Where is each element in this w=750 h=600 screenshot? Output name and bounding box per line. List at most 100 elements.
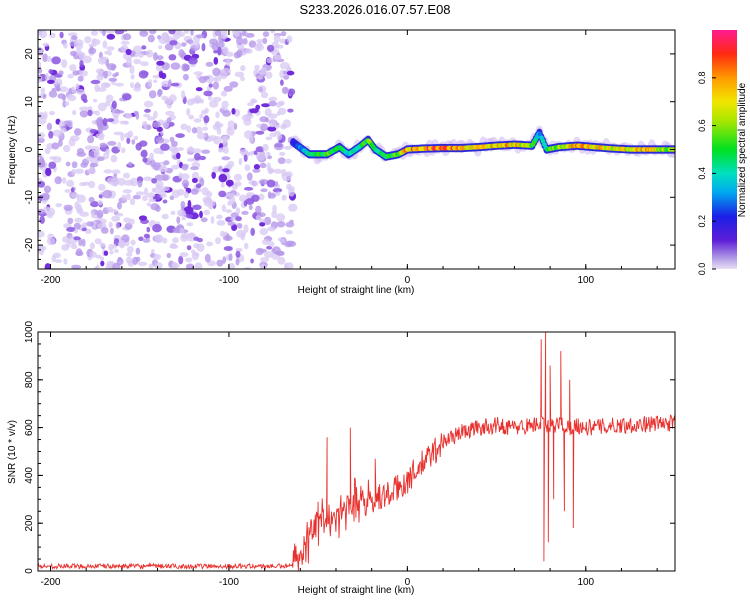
spectrogram-noise-blob	[154, 262, 163, 269]
spectrogram-noise-blob	[105, 94, 114, 103]
spectrogram-noise-blob	[255, 205, 262, 214]
spectrogram-noise-blob	[239, 149, 249, 155]
spectrogram-noise-blob	[160, 186, 166, 193]
spectrogram-noise-blob	[104, 101, 111, 107]
spectrogram-noise-blob	[190, 30, 194, 36]
spectrogram-noise-blob	[154, 234, 164, 244]
spectrogram-noise-blob	[264, 251, 273, 259]
colorbar-tick-label: 0.4	[697, 167, 707, 180]
spectrogram-noise-blob	[114, 110, 125, 114]
spectrogram-noise-blob	[195, 34, 205, 39]
spectrogram-noise-blob	[250, 258, 254, 264]
spectrogram-noise-blob	[108, 77, 118, 82]
spectrogram-noise-blob	[75, 250, 84, 257]
spectrogram-noise-blob	[221, 204, 227, 212]
spectrogram-noise-blob	[85, 156, 94, 162]
spectrogram-noise-blob	[98, 194, 103, 199]
spectrogram-noise-blob	[111, 100, 117, 109]
spectrogram-noise-blob	[190, 188, 199, 195]
colorbar-tick-label: 0.8	[697, 72, 707, 85]
spectrogram-noise-blob	[266, 179, 276, 188]
spectrogram-noise-blob	[216, 259, 224, 267]
spectrogram-noise-blob	[118, 240, 126, 248]
spectrogram-noise-blob	[96, 116, 104, 126]
spectrogram-noise-blob	[131, 139, 136, 145]
spectrogram-noise-blob	[185, 213, 194, 219]
spectrogram-noise-blob	[65, 161, 71, 167]
spectrogram-noise-blob	[226, 127, 235, 136]
spectrogram-noise-blob	[161, 32, 169, 41]
colorbar-ticks: 0.0 0.2 0.4 0.6 0.8	[697, 72, 716, 275]
spectrogram-noise-blob	[157, 35, 162, 40]
spectrogram-noise-blob	[138, 52, 144, 58]
spectrogram-noise-blob	[55, 203, 63, 208]
spectrogram-noise-blob	[166, 252, 171, 259]
spectrogram-y-axis-label: Frequency (Hz)	[7, 116, 18, 185]
spectrogram-noise-blob	[126, 137, 131, 144]
spectrogram-noise-blob	[233, 30, 240, 37]
colorbar-tick-label: 0.2	[697, 215, 707, 228]
spectrogram-noise-blob	[244, 48, 253, 54]
spectrogram-noise-blob	[63, 42, 68, 49]
spectrogram-noise-blob	[285, 230, 293, 235]
spectrogram-noise-blob	[114, 248, 119, 253]
spectrogram-noise-blob	[55, 78, 63, 87]
spectrogram-noise-blob	[82, 98, 88, 103]
spectrogram-noise-blob	[71, 193, 80, 199]
spectrogram-noise-blob	[215, 237, 221, 245]
spectrogram-noise-blob	[140, 61, 149, 67]
spectrogram-noise-blob	[243, 200, 248, 207]
spectrogram-noise-blob	[90, 30, 99, 36]
spectrogram-noise-blob	[235, 207, 241, 215]
spectrogram-noise-blob	[38, 60, 42, 69]
snr-background	[38, 332, 675, 571]
spectrogram-noise-blob	[185, 257, 193, 263]
spectrogram-noise-blob	[38, 180, 46, 188]
spectrogram-noise-blob	[234, 181, 242, 187]
spectrogram-noise-blob	[102, 40, 108, 49]
spectrogram-noise-blob	[96, 87, 107, 92]
spec-x-tick-label: 0	[405, 275, 411, 286]
spectrogram-noise-blob	[103, 169, 113, 174]
spectrogram-noise-blob	[223, 85, 233, 92]
spectrogram-noise-blob	[193, 243, 200, 249]
spectrogram-noise-blob	[96, 209, 104, 219]
spectrogram-noise-blob	[252, 181, 259, 187]
spectrogram-noise-blob	[89, 251, 97, 258]
snr-panel: -200 -100 0 100 0 200 400 600 800 1000 Height of…	[7, 320, 676, 596]
spectrogram-noise-blob	[217, 46, 222, 56]
spectrogram-noise-blob	[38, 208, 46, 215]
spectrogram-noise-blob	[102, 189, 113, 199]
spectrogram-noise-blob	[287, 108, 294, 113]
spectrogram-noise-blob	[139, 140, 148, 147]
spectrogram-noise-blob	[54, 176, 62, 185]
spectrogram-noise-blob	[275, 213, 286, 222]
spectrogram-noise-blob	[261, 103, 271, 108]
spectrogram-noise-blob	[268, 96, 278, 102]
spectrogram-noise-blob	[243, 242, 249, 250]
colorbar-tick-label: 0.6	[697, 119, 707, 132]
snr-y-axis-label: SNR (10 * v/v)	[7, 420, 18, 484]
spectrogram-noise-blob	[267, 226, 276, 232]
spec-y-tick-label: 10	[24, 96, 35, 108]
spectrogram-noise-blob	[117, 177, 126, 186]
spectrogram-noise-blob	[101, 227, 109, 234]
spectrogram-noise-blob	[213, 57, 219, 65]
spectrogram-noise-blob	[74, 39, 84, 47]
spectrogram-noise-blob	[280, 79, 284, 86]
spectrogram-noise-blob	[230, 217, 237, 221]
spectrogram-noise-blob	[273, 130, 281, 135]
spectrogram-noise-blob	[153, 186, 163, 194]
spectrogram-noise-blob	[255, 146, 265, 153]
spectrogram-noise-blob	[39, 215, 45, 224]
spectrogram-noise-blob	[146, 49, 154, 58]
spectrogram-noise-blob	[235, 250, 241, 258]
spectrogram-noise-blob	[114, 30, 125, 35]
spectrogram-noise-blob	[285, 221, 295, 228]
spectrogram-noise-blob	[92, 110, 97, 115]
spectrogram-noise-blob	[42, 94, 47, 99]
spectrogram-noise-blob	[277, 157, 286, 165]
spectrogram-noise-blob	[260, 257, 269, 263]
spectrogram-noise-blob	[146, 202, 152, 207]
spectrogram-noise-blob	[123, 120, 129, 125]
